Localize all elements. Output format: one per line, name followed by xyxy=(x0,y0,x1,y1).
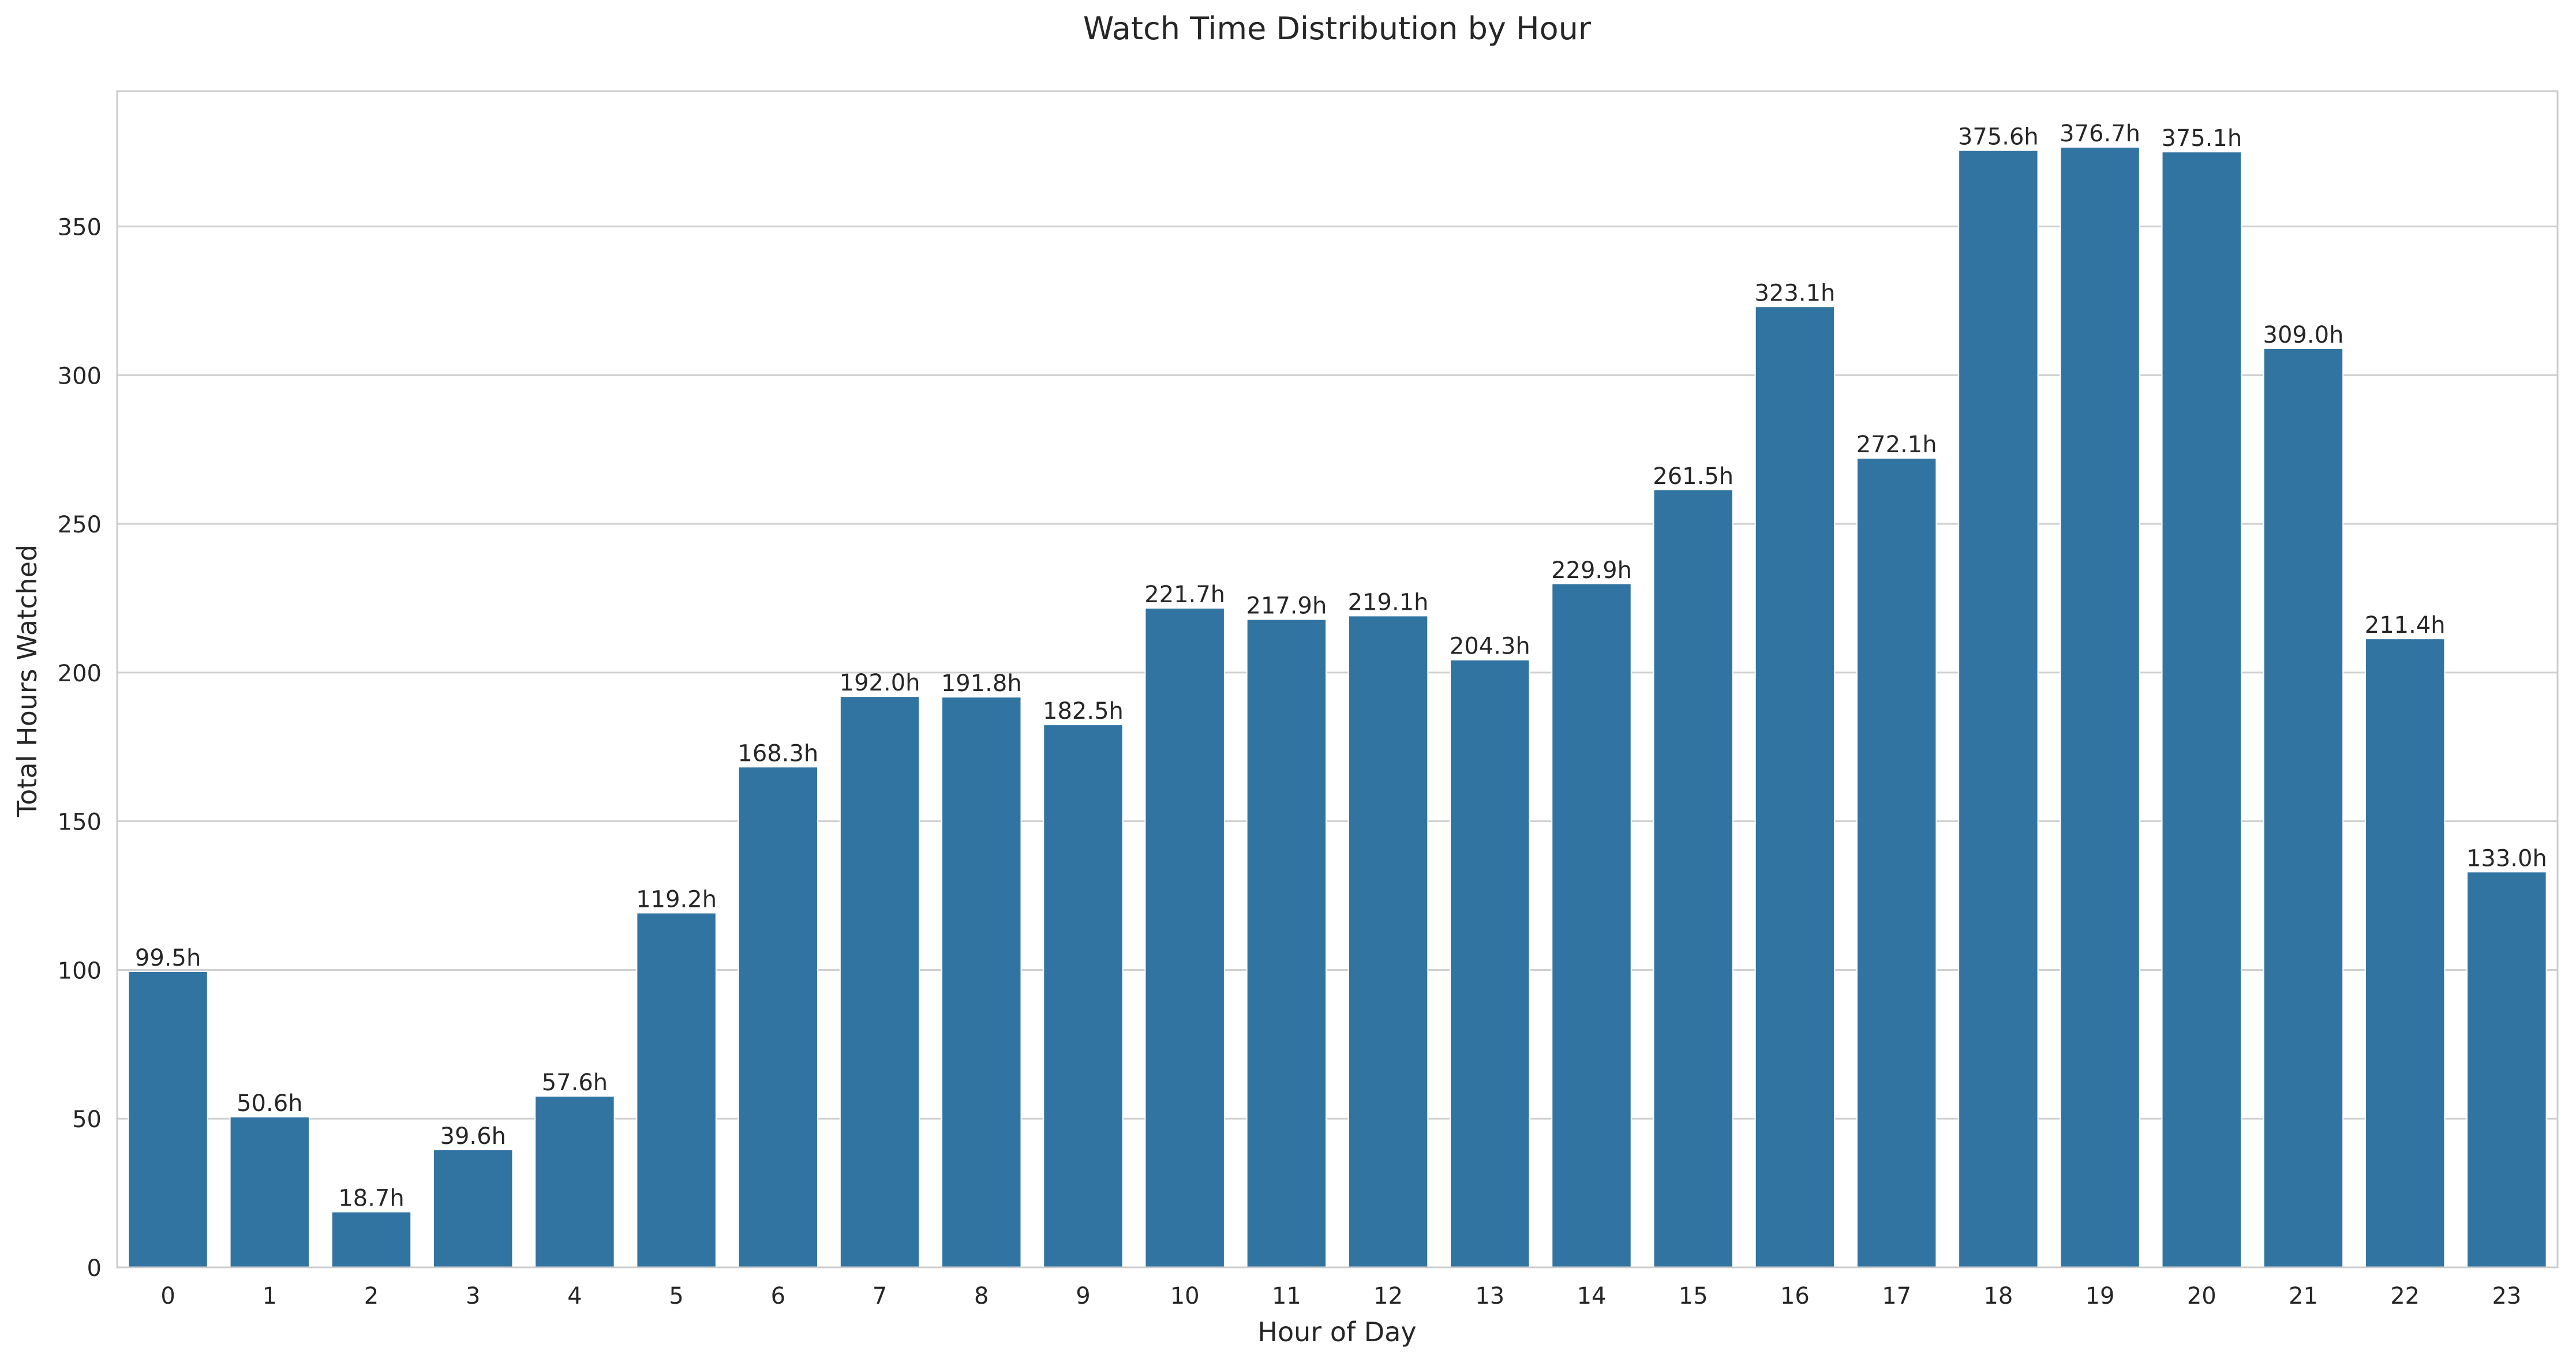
data-label: 272.1h xyxy=(1856,431,1937,458)
data-label: 261.5h xyxy=(1653,463,1733,490)
data-label: 219.1h xyxy=(1348,589,1429,616)
x-tick-label: 10 xyxy=(1170,1283,1200,1309)
x-tick-label: 2 xyxy=(364,1283,379,1309)
x-axis-ticks: 0 1 2 3 4 5 6 7 8 9 10 11 12 13 14 15 16 17 18 19 20 21 22 23 xyxy=(160,1283,2521,1309)
bar xyxy=(941,696,1022,1268)
bar xyxy=(839,696,920,1269)
bar xyxy=(737,766,819,1268)
bar xyxy=(2263,347,2344,1268)
plot-frame xyxy=(116,90,2559,1269)
data-label: 39.6h xyxy=(440,1123,506,1150)
x-tick-label: 23 xyxy=(2492,1283,2521,1309)
bar xyxy=(2060,146,2140,1269)
x-tick-label: 13 xyxy=(1475,1283,1504,1309)
x-tick-label: 20 xyxy=(2187,1283,2216,1309)
bars xyxy=(128,146,2547,1269)
bar xyxy=(1958,149,2039,1268)
data-label: 221.7h xyxy=(1144,581,1225,608)
x-tick-label: 22 xyxy=(2390,1283,2420,1309)
bar xyxy=(128,971,208,1268)
x-tick-label: 15 xyxy=(1679,1283,1708,1309)
x-tick-label: 19 xyxy=(2085,1283,2115,1309)
chart-title: Watch Time Distribution by Hour xyxy=(1083,10,1592,47)
data-label: 119.2h xyxy=(636,886,717,913)
data-label: 18.7h xyxy=(338,1185,404,1212)
x-tick-label: 4 xyxy=(567,1283,582,1309)
x-tick-label: 16 xyxy=(1780,1283,1810,1309)
x-tick-label: 14 xyxy=(1577,1283,1607,1309)
y-tick-label: 300 xyxy=(58,363,102,389)
x-tick-label: 7 xyxy=(873,1283,887,1309)
data-label: 191.8h xyxy=(941,670,1022,697)
y-tick-label: 50 xyxy=(72,1106,102,1133)
bar xyxy=(1246,618,1327,1268)
x-tick-label: 0 xyxy=(160,1283,175,1309)
data-label: 375.6h xyxy=(1958,124,2039,151)
bar xyxy=(1856,457,1937,1268)
y-axis-label: Total Hours Watched xyxy=(12,545,43,817)
data-label: 192.0h xyxy=(840,670,920,696)
data-labels: 99.5h 50.6h 18.7h 39.6h 57.6h 119.2h 168.3h 192… xyxy=(135,121,2547,1212)
x-tick-label: 12 xyxy=(1373,1283,1403,1309)
data-label: 50.6h xyxy=(237,1090,302,1117)
data-label: 323.1h xyxy=(1755,280,1836,306)
data-label: 133.0h xyxy=(2466,845,2547,872)
y-axis-ticks: 0 50 100 150 200 250 300 350 xyxy=(58,215,102,1282)
x-tick-label: 18 xyxy=(1983,1283,2013,1309)
bar xyxy=(1347,615,1429,1268)
x-tick-label: 1 xyxy=(263,1283,277,1309)
data-label: 229.9h xyxy=(1551,557,1632,584)
x-axis-label: Hour of Day xyxy=(1257,1316,1416,1348)
data-label: 375.1h xyxy=(2161,125,2242,152)
x-tick-label: 9 xyxy=(1076,1283,1090,1309)
data-label: 217.9h xyxy=(1246,593,1327,620)
y-tick-label: 350 xyxy=(58,215,102,241)
bar xyxy=(2364,638,2446,1268)
y-tick-label: 200 xyxy=(58,661,102,687)
data-label: 204.3h xyxy=(1450,633,1530,660)
bar xyxy=(1144,607,1225,1268)
bar xyxy=(1754,306,1836,1268)
data-label: 309.0h xyxy=(2263,322,2344,348)
x-tick-label: 6 xyxy=(771,1283,785,1309)
x-tick-label: 3 xyxy=(466,1283,480,1309)
bar xyxy=(1653,489,1733,1268)
data-label: 168.3h xyxy=(737,740,818,767)
bar xyxy=(2161,151,2242,1268)
bar xyxy=(331,1211,412,1268)
x-tick-label: 5 xyxy=(669,1283,683,1309)
y-tick-label: 0 xyxy=(87,1255,102,1282)
bar xyxy=(2466,871,2547,1268)
y-tick-label: 250 xyxy=(58,512,102,538)
bar xyxy=(433,1149,514,1269)
bar xyxy=(1551,583,1632,1268)
y-tick-label: 100 xyxy=(58,958,102,984)
bar xyxy=(636,912,717,1268)
data-label: 211.4h xyxy=(2365,612,2446,639)
x-tick-label: 11 xyxy=(1272,1283,1301,1309)
bar xyxy=(1450,659,1530,1268)
bar xyxy=(229,1116,310,1268)
bar xyxy=(1043,724,1124,1268)
y-tick-label: 150 xyxy=(58,809,102,836)
data-label: 376.7h xyxy=(2060,121,2140,147)
x-tick-label: 8 xyxy=(974,1283,989,1309)
data-label: 99.5h xyxy=(135,945,201,971)
data-label: 182.5h xyxy=(1043,698,1124,725)
x-tick-label: 21 xyxy=(2289,1283,2318,1309)
x-tick-label: 17 xyxy=(1882,1283,1911,1309)
data-label: 57.6h xyxy=(542,1069,608,1096)
bar xyxy=(534,1095,615,1268)
